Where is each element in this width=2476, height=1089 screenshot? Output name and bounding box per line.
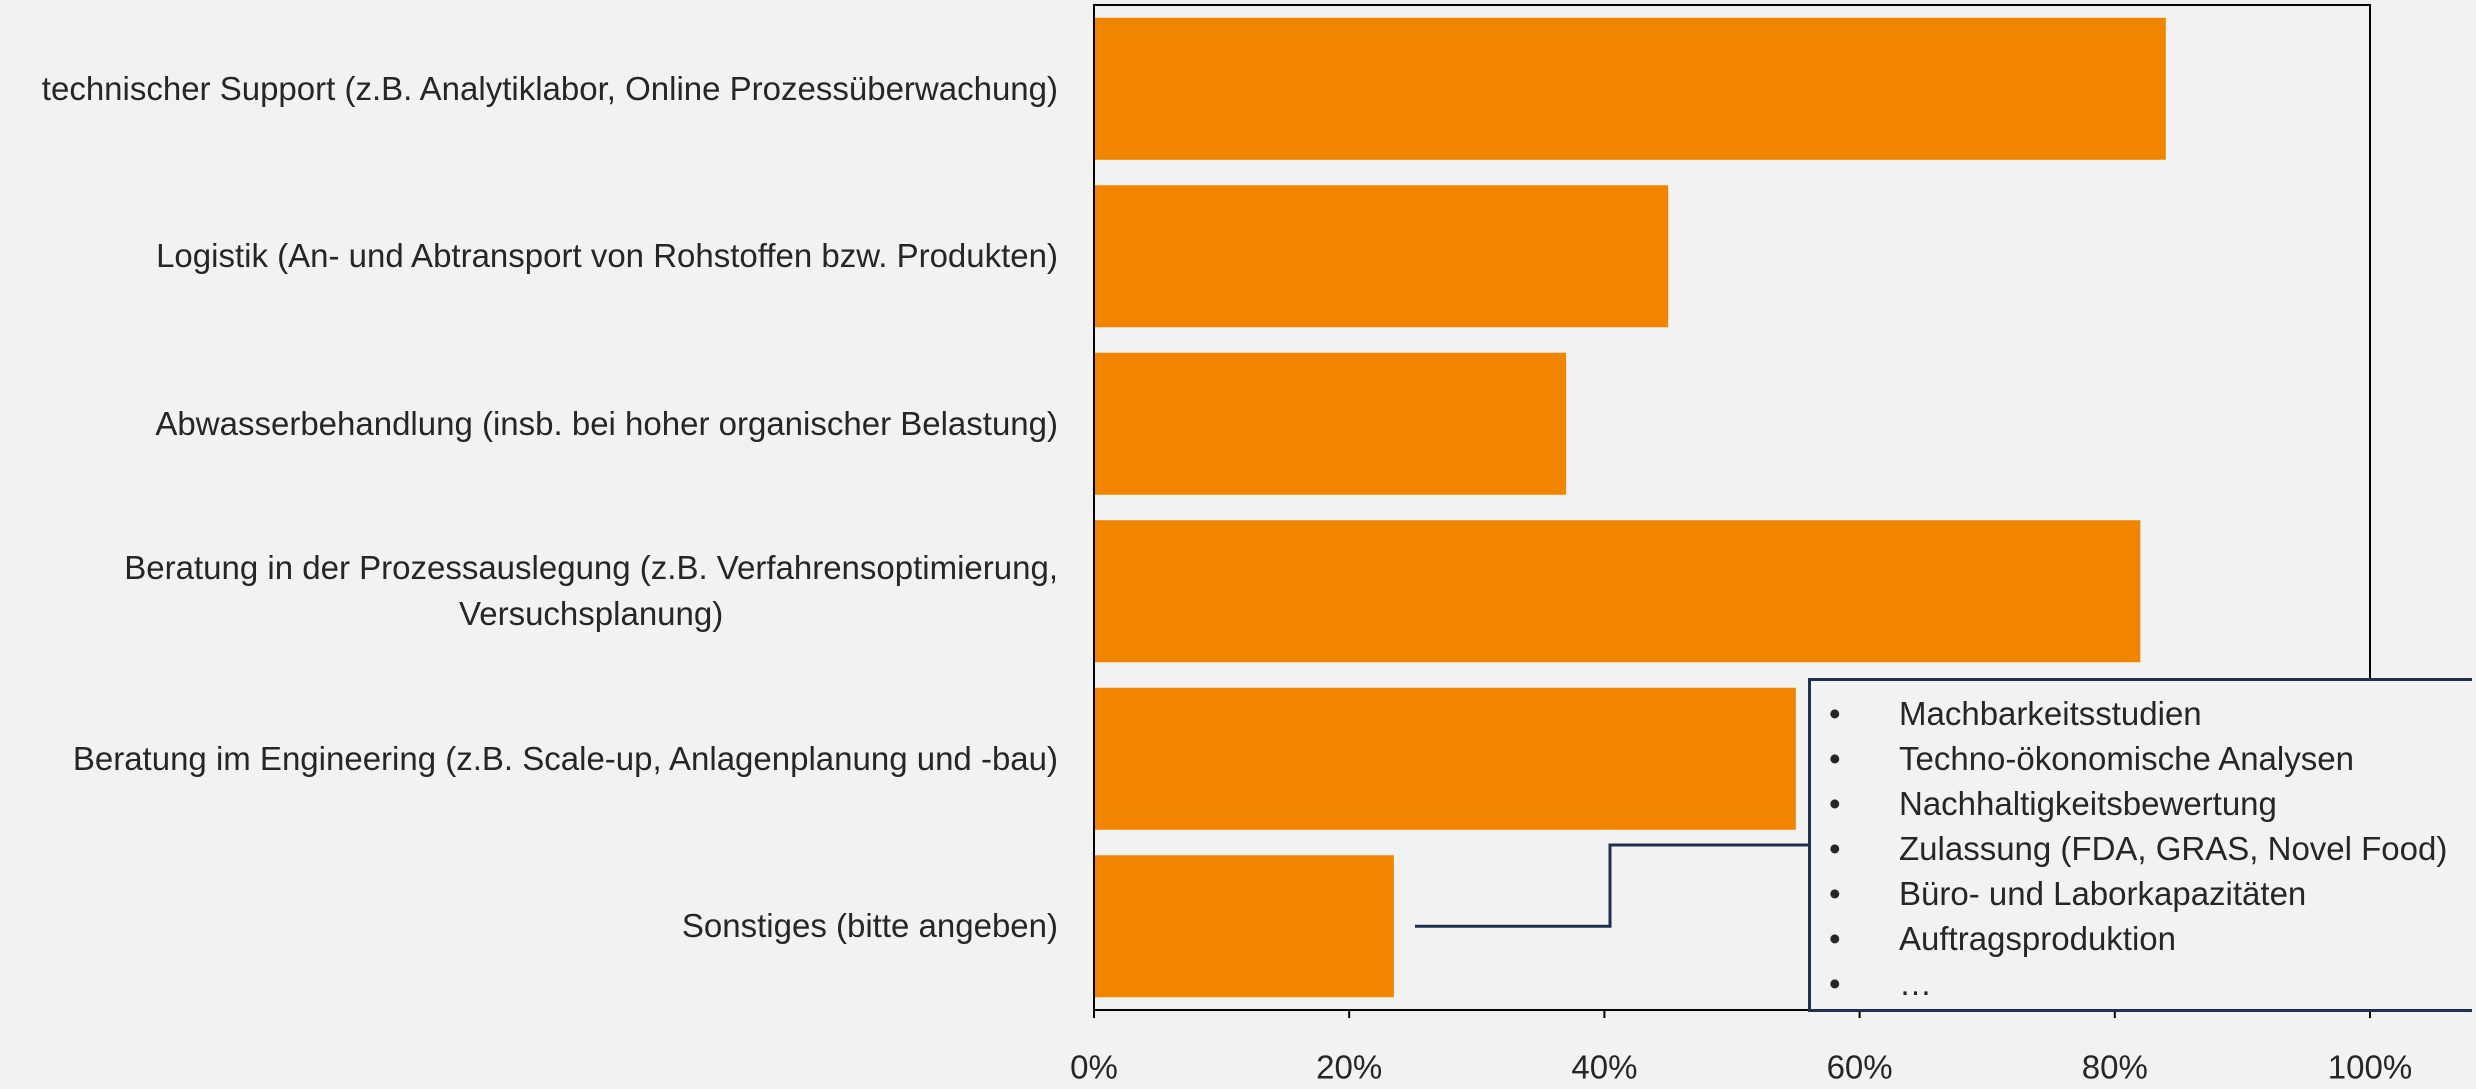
category-label: Logistik (An- und Abtransport von Rohsto… xyxy=(156,233,1058,279)
bar xyxy=(1094,17,2166,160)
annotation-item: Zulassung (FDA, GRAS, Novel Food) xyxy=(1829,826,2472,871)
x-tick-label: 100% xyxy=(2328,1049,2412,1086)
x-tick-label: 80% xyxy=(2082,1049,2148,1086)
annotation-item: Auftragsproduktion xyxy=(1829,916,2472,961)
annotation-item: Nachhaltigkeitsbewertung xyxy=(1829,781,2472,826)
annotation-box: MachbarkeitsstudienTechno-ökonomische An… xyxy=(1808,678,2472,1012)
category-text: Beratung in der Prozessauslegung (z.B. V… xyxy=(124,549,1058,633)
annotation-item: Machbarkeitsstudien xyxy=(1829,691,2472,736)
bar xyxy=(1094,687,1796,830)
category-label: Abwasserbehandlung (insb. bei hoher orga… xyxy=(155,401,1058,447)
category-label: Beratung im Engineering (z.B. Scale-up, … xyxy=(73,736,1058,782)
x-tick-label: 60% xyxy=(1827,1049,1893,1086)
category-text: Logistik (An- und Abtransport von Rohsto… xyxy=(156,237,1058,275)
x-tick-label: 0% xyxy=(1070,1049,1118,1086)
connector xyxy=(1415,843,1808,928)
annotation-item: Techno-ökonomische Analysen xyxy=(1829,736,2472,781)
category-label: Sonstiges (bitte angeben) xyxy=(682,903,1058,949)
bar xyxy=(1094,185,1669,328)
x-tick-label: 40% xyxy=(1571,1049,1637,1086)
bar xyxy=(1094,352,1567,495)
category-label: technischer Support (z.B. Analytiklabor,… xyxy=(42,66,1058,112)
annotation-item: Büro- und Laborkapazitäten xyxy=(1829,871,2472,916)
category-text: Abwasserbehandlung (insb. bei hoher orga… xyxy=(155,404,1058,442)
category-label: Beratung in der Prozessauslegung (z.B. V… xyxy=(124,545,1058,637)
category-text: Beratung im Engineering (z.B. Scale-up, … xyxy=(72,739,1058,777)
bar xyxy=(1094,855,1394,998)
plot-frame xyxy=(1093,4,2371,1011)
category-text: technischer Support (z.B. Analytiklabor,… xyxy=(41,69,1058,107)
bar xyxy=(1094,520,2141,663)
annotation-item: … xyxy=(1829,961,2472,1006)
x-tick-label: 20% xyxy=(1316,1049,1382,1086)
category-text: Sonstiges (bitte angeben) xyxy=(681,907,1058,945)
